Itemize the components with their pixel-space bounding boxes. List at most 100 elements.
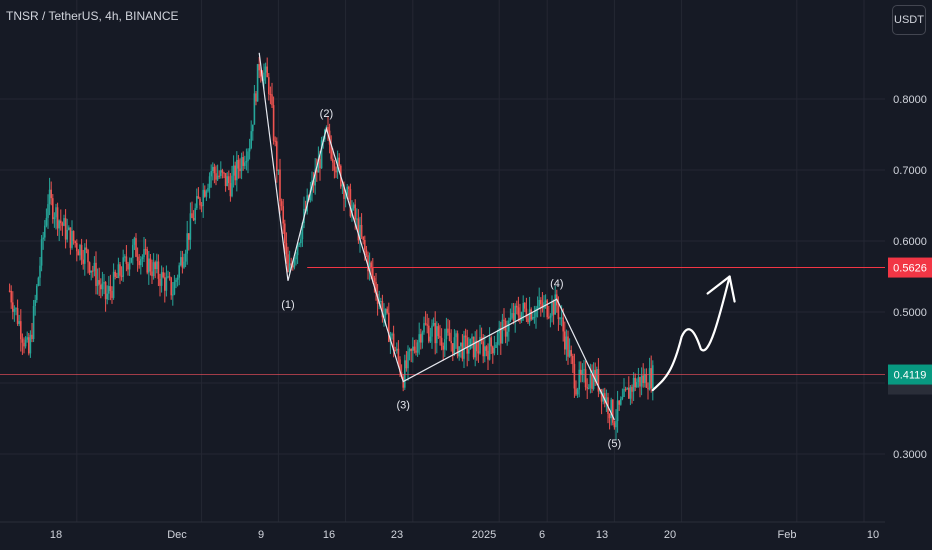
candle (636, 378, 638, 389)
candle-body (525, 308, 528, 319)
candle-body (53, 217, 56, 220)
candle (511, 303, 513, 320)
candle (160, 265, 163, 293)
candle (263, 63, 265, 90)
x-tick-label: 16 (323, 529, 335, 541)
candle-body (71, 231, 73, 248)
candle-body (34, 299, 36, 307)
candle-body (543, 302, 545, 309)
elliott-wave-drawing[interactable]: (1) (2) (3) (4) (5) (258, 52, 621, 450)
candle-body (103, 282, 105, 284)
candle (154, 260, 156, 279)
candle-body (632, 377, 635, 392)
candle (447, 318, 449, 336)
candle (426, 313, 428, 334)
candle-body (487, 350, 489, 360)
candle-body (344, 194, 347, 199)
candle-body (592, 369, 595, 389)
candle-body (581, 370, 584, 376)
candle (471, 333, 473, 349)
candle (276, 137, 278, 183)
candle (176, 274, 179, 287)
candle-body (69, 227, 72, 248)
candle-body (228, 176, 230, 184)
candle (493, 335, 496, 356)
candle (284, 219, 286, 254)
candle-body (95, 262, 97, 286)
candle-body (39, 265, 41, 278)
candle (26, 331, 28, 343)
candle-body (140, 259, 142, 266)
candle-body (264, 66, 267, 73)
candle-body (333, 162, 336, 171)
candle-body (568, 350, 571, 357)
candle-body (55, 207, 57, 218)
candle-body (266, 66, 268, 78)
candle (173, 275, 176, 296)
candle (487, 343, 489, 371)
candle (52, 194, 54, 224)
candle (136, 247, 139, 272)
candle-body (79, 245, 81, 256)
candle (373, 275, 376, 293)
candle (450, 329, 452, 352)
candle-body (584, 369, 587, 388)
candle (391, 332, 393, 340)
candle-body (223, 172, 225, 174)
candle-body (133, 238, 136, 245)
candle-body (221, 170, 224, 173)
candle (485, 345, 488, 357)
candle-body (295, 255, 297, 260)
candle-body (119, 264, 121, 276)
candle-body (407, 351, 409, 369)
candle (564, 321, 566, 355)
candle (23, 337, 25, 354)
candle (8, 283, 11, 293)
candle-body (319, 158, 321, 169)
candle (348, 185, 350, 200)
candle (239, 158, 241, 179)
projection-arrow-drawing[interactable] (651, 275, 736, 392)
candle-body (176, 277, 179, 280)
x-tick-label: Dec (167, 529, 187, 541)
candle-body (157, 261, 160, 279)
wave-polyline (258, 52, 615, 421)
candle (114, 269, 116, 280)
candle-body (634, 377, 636, 388)
candle (399, 356, 401, 377)
candle (428, 317, 430, 344)
candle-body (15, 308, 17, 310)
candle (312, 172, 315, 193)
candle (152, 253, 155, 280)
candle (250, 120, 252, 150)
candle-body (463, 335, 465, 359)
candle (84, 243, 86, 276)
candle-body (58, 220, 60, 229)
candle-body (253, 93, 256, 125)
candle-body (589, 374, 592, 388)
price-axis[interactable]: 0.8000 0.7000 0.6000 0.5000 0.3000 0.5626 0.41… (888, 94, 932, 461)
time-axis[interactable]: 18 Dec 9 16 23 2025 6 13 20 Feb 10 (0, 521, 885, 541)
candle-body (120, 275, 123, 277)
candle (432, 317, 435, 327)
wave-label-3: (3) (396, 400, 409, 412)
candle (488, 327, 491, 361)
candle-body (562, 317, 564, 332)
candle (116, 272, 118, 279)
candle-body (279, 169, 281, 202)
candle (540, 297, 542, 317)
candle (532, 313, 534, 321)
candle (128, 257, 131, 276)
candle (612, 399, 614, 426)
candle (79, 243, 81, 261)
candle (631, 384, 633, 404)
candle-body (642, 375, 644, 383)
candle-body (631, 386, 633, 392)
candle (316, 158, 318, 182)
currency-button[interactable]: USDT (892, 5, 926, 35)
x-tick-label: 2025 (472, 529, 496, 541)
candle (125, 245, 128, 272)
candle-body (519, 315, 521, 321)
candle-body (114, 271, 116, 277)
